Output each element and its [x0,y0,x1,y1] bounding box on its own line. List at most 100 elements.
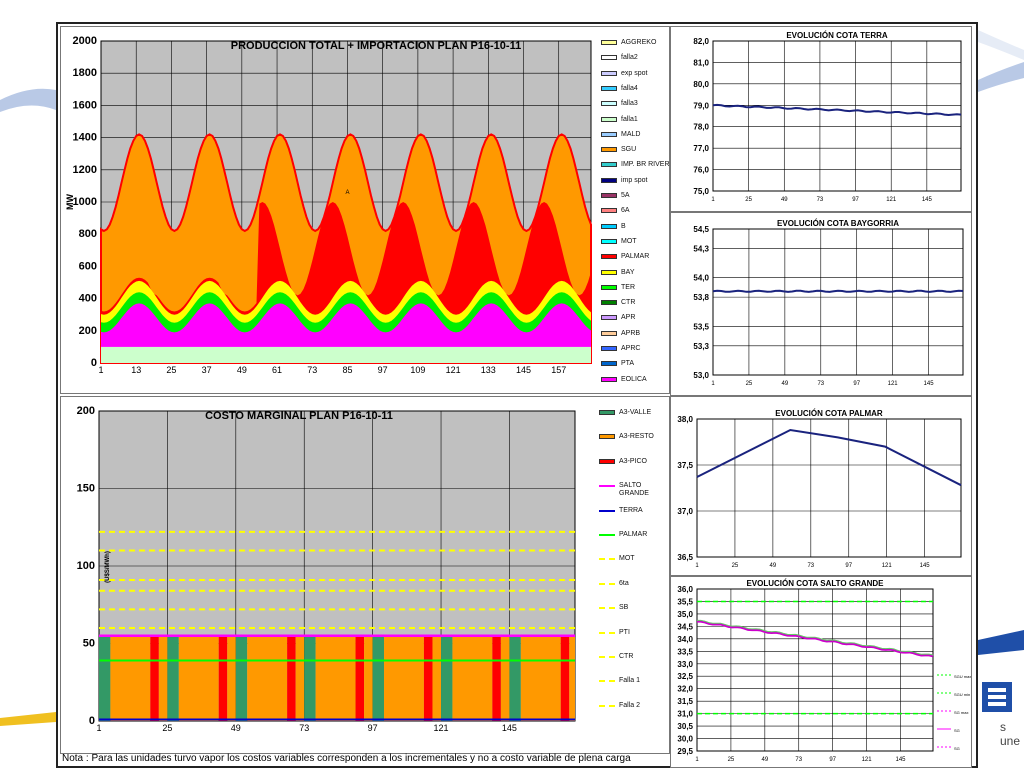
legend-swatch [601,284,617,290]
y-tick-label: 1800 [73,67,97,79]
legend-label: SGU min [954,692,970,697]
cost-bar-R [520,635,561,721]
terra-chart: 75,0 76,0 77,0 78,0 79,0 80,0 81,0 82,0 1 25 49 73 9… [693,31,962,203]
footnote: Nota : Para las unidades turvo vapor los… [62,753,631,764]
cost-bar-V [304,635,316,721]
y-tick-label: 29,5 [677,747,693,756]
legend-swatch [601,315,617,321]
cost-bar-P [492,635,501,721]
y-tick-label: 81,0 [693,58,709,67]
x-tick-label: 145 [922,197,933,203]
legend-label: MOT [619,555,635,563]
y-tick-label: 35,5 [677,597,693,606]
palmar-chart: 36,5 37,0 37,5 38,0 1 25 49 73 97 121 145 EVOLUCIÓN… [677,409,962,569]
legend-swatch [601,223,617,229]
chart-title: COSTO MARGINAL PLAN P16-10-11 [205,410,393,422]
baygorria-panel: 53,0 53,3 53,5 53,8 54,0 54,3 54,5 1 25 49 73 97 121… [670,212,972,396]
baygorria-chart: 53,0 53,3 53,5 53,8 54,0 54,3 54,5 1 25 49 73 97 121… [693,219,964,387]
y-axis-label: (U$S/MWh) [105,551,111,583]
plot-area [696,418,962,558]
legend-swatch [601,254,617,260]
cost-bar-P [218,635,228,721]
legend-swatch [601,238,617,244]
slide-frame: 0 200 400 600 800 1000 1200 1400 1600 1800 2000 1 13… [56,22,978,768]
x-tick-label: 49 [761,757,768,763]
produccion-chart: 0 200 400 600 800 1000 1200 1400 1600 1800 2000 1 13… [65,35,592,375]
cost-bar-R [110,635,151,721]
y-tick-label: 35,0 [677,610,693,619]
legend-label: CTR [621,299,636,307]
x-tick-label: 145 [920,563,931,569]
y-tick-label: 37,5 [677,461,693,470]
cost-bar-P [287,635,296,721]
legend-swatch [599,631,615,634]
cost-bar-P [560,635,570,721]
legend-swatch [601,40,617,45]
y-tick-label: 79,0 [693,101,709,110]
legend-label: A3-PICO [619,457,648,465]
x-tick-label: 1 [695,757,699,763]
produccion-legend: AGGREKO falla2 exp spot falla4 falla3 falla1 M… [601,39,669,389]
produccion-panel: 0 200 400 600 800 1000 1200 1400 1600 1800 2000 1 13… [60,26,670,394]
y-tick-label: 53,3 [693,342,709,351]
x-tick-label: 97 [829,757,836,763]
x-tick-label: 73 [795,757,802,763]
x-tick-label: 25 [162,723,172,733]
y-tick-label: 30,5 [677,722,693,731]
salto-chart: 29,5 30,0 30,5 31,0 31,5 32,0 32,5 33,0 33,5 34,0… [677,579,971,763]
x-tick-label: 73 [817,197,824,203]
legend-swatch [601,300,617,306]
legend-label: A3-RESTO [619,433,654,441]
y-tick-label: 33,5 [677,647,693,656]
y-tick-label: 54,0 [693,274,709,283]
x-tick-label: 145 [502,723,517,733]
x-tick-label: 109 [410,365,425,375]
salto-sg-line [697,619,934,656]
legend-label: falla4 [621,84,638,92]
legend-label: falla1 [621,115,638,123]
company-logo [982,682,1012,712]
y-tick-label: 82,0 [693,37,709,46]
legend-swatch [601,361,617,367]
x-tick-label: 1 [695,563,699,569]
cost-bar-R [569,635,575,721]
x-tick-label: 25 [728,757,735,763]
x-tick-label: 1 [96,723,101,733]
legend-label: imp spot [621,176,648,184]
legend-label: 5A [621,192,630,199]
chart-title: EVOLUCIÓN COTA BAYGORRIA [777,219,899,228]
legend-swatch [599,509,615,512]
y-tick-label: 54,5 [693,225,709,234]
legend-label: falla2 [621,54,638,62]
y-tick-label: 36,0 [677,585,693,594]
palmar-panel: 36,5 37,0 37,5 38,0 1 25 49 73 97 121 145 EVOLUCIÓN… [670,396,972,576]
costo-panel: 0 50 100 150 200 1 25 49 73 97 121 145 COSTO MARGINA… [60,396,670,754]
legend-label: PALMAR [621,253,650,261]
legend-swatch [599,656,615,658]
legend-swatch [601,376,617,382]
chart-title: PRODUCCION TOTAL + IMPORTACION PLAN P16-… [231,40,521,52]
legend-swatch [601,330,617,336]
cost-bar-R [158,635,168,721]
legend-swatch [601,70,617,76]
legend-label: SG max [954,710,968,715]
x-tick-label: 121 [888,381,899,387]
y-tick-label: 53,8 [693,293,709,302]
x-tick-label: 49 [770,563,777,569]
x-tick-label: 73 [817,381,824,387]
y-tick-label: 32,5 [677,672,693,681]
legend-label: PTA [621,360,635,368]
x-tick-label: 97 [853,381,860,387]
y-tick-label: 150 [77,483,95,495]
cost-bar-V [441,635,453,721]
y-tick-label: 34,0 [677,635,693,644]
costo-chart: 0 50 100 150 200 1 25 49 73 97 121 145 COSTO MARGINA… [77,405,576,733]
cost-bar-R [315,635,356,721]
y-tick-label: 400 [79,293,97,305]
cost-bar-V [99,635,111,721]
y-tick-label: 31,0 [677,710,693,719]
y-tick-label: 2000 [73,35,97,47]
y-tick-label: 1600 [73,99,97,111]
legend-label: SG [954,746,960,751]
x-tick-label: 97 [368,723,378,733]
